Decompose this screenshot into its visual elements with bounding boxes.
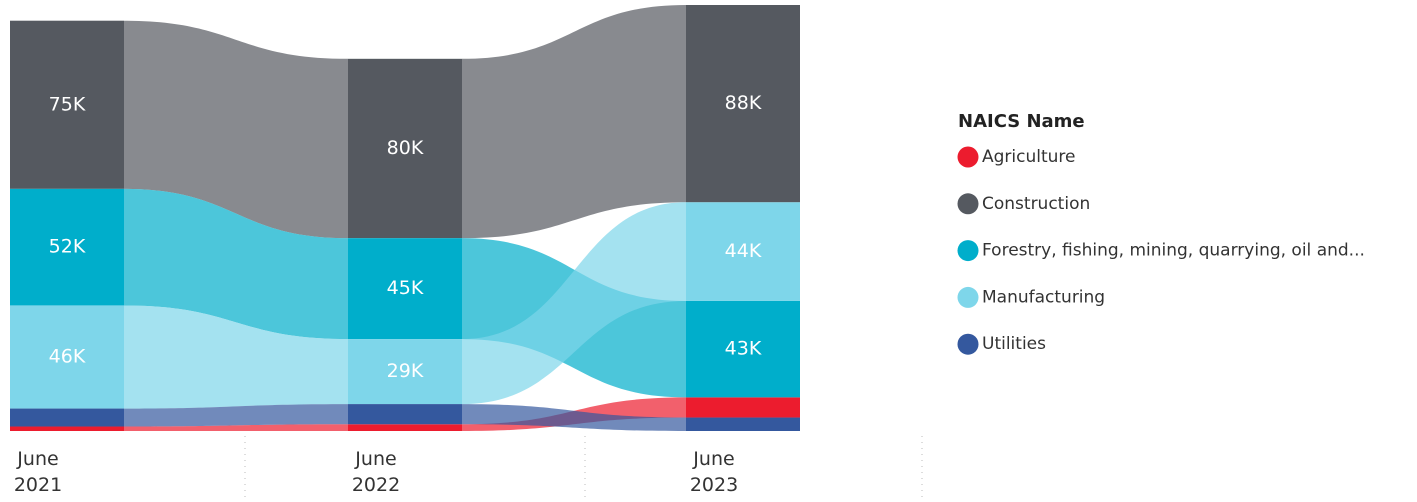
data-label: 75K [49,93,86,115]
column-segment [686,5,800,203]
ribbon [462,202,686,405]
column-segment [10,426,124,431]
legend-label: Construction [982,194,1090,214]
column-segment [10,20,124,189]
data-label: 44K [725,240,762,262]
column-segment [10,188,124,306]
column-segment [686,417,800,431]
data-label: 52K [49,236,86,258]
x-tick-label: June 2021 [13,448,63,496]
column-segment [348,58,462,239]
ribbon [124,404,348,427]
data-label: 29K [387,360,424,382]
legend-swatch [957,240,979,262]
data-label: 80K [387,137,424,159]
column-segment [348,238,462,340]
legend-label: Utilities [982,334,1046,354]
ribbon [124,305,348,409]
x-tick-label: June 2022 [351,448,401,496]
ribbon [462,404,686,431]
legend-swatch [957,333,979,355]
column-segment [686,397,800,418]
legend-label: Forestry, fishing, mining, quarrying, oi… [982,241,1365,261]
column-segment [348,424,462,431]
legend-title: NAICS Name [958,111,1085,132]
x-tick-label: June 2023 [689,448,739,496]
data-label: 45K [387,277,424,299]
data-label: 43K [725,338,762,360]
segment-labels: 75K 80K 88K 52K 45K 43K 46K 29K 44K [49,92,762,382]
columns [10,5,800,431]
legend-label: Manufacturing [982,287,1105,307]
legend-swatch [957,146,979,168]
ribbon [124,188,348,340]
legend-swatch [957,286,979,308]
data-label: 88K [725,92,762,114]
column-segment [348,404,462,425]
ribbon [124,424,348,431]
column-segment [10,305,124,409]
legend-swatch [957,193,979,215]
column-segment [686,300,800,398]
column-segment [686,202,800,301]
ribbons [124,5,686,431]
column-segment [348,339,462,405]
legend-label: Agriculture [982,147,1076,167]
data-label: 46K [49,346,86,368]
ribbon [462,5,686,239]
ribbon [124,20,348,239]
column-segment [10,408,124,427]
